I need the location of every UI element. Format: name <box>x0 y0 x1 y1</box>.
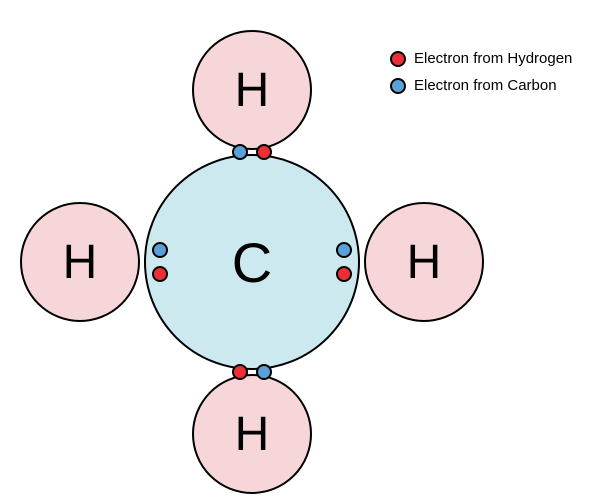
carbon-electron <box>336 242 352 258</box>
legend-item: Electron from Hydrogen <box>390 50 572 67</box>
hydrogen-atom: H <box>364 202 484 322</box>
carbon-atom: C <box>144 154 360 370</box>
hydrogen-electron <box>232 364 248 380</box>
hydrogen-label: H <box>235 63 270 118</box>
carbon-label: C <box>232 230 272 295</box>
legend-dot-icon <box>390 78 406 94</box>
legend-label: Electron from Hydrogen <box>414 50 572 67</box>
hydrogen-atom: H <box>192 30 312 150</box>
hydrogen-atom: H <box>192 374 312 494</box>
hydrogen-electron <box>256 144 272 160</box>
hydrogen-electron <box>336 266 352 282</box>
carbon-electron <box>256 364 272 380</box>
carbon-electron <box>152 242 168 258</box>
legend: Electron from Hydrogen Electron from Carb… <box>390 50 572 104</box>
legend-item: Electron from Carbon <box>390 77 572 94</box>
hydrogen-label: H <box>407 235 442 290</box>
legend-label: Electron from Carbon <box>414 77 557 94</box>
legend-dot-icon <box>390 51 406 67</box>
carbon-electron <box>232 144 248 160</box>
hydrogen-electron <box>152 266 168 282</box>
hydrogen-label: H <box>235 407 270 462</box>
hydrogen-atom: H <box>20 202 140 322</box>
molecule-diagram: HHHH C Electron from HydrogenElectron fr… <box>0 0 600 500</box>
hydrogen-label: H <box>63 235 98 290</box>
